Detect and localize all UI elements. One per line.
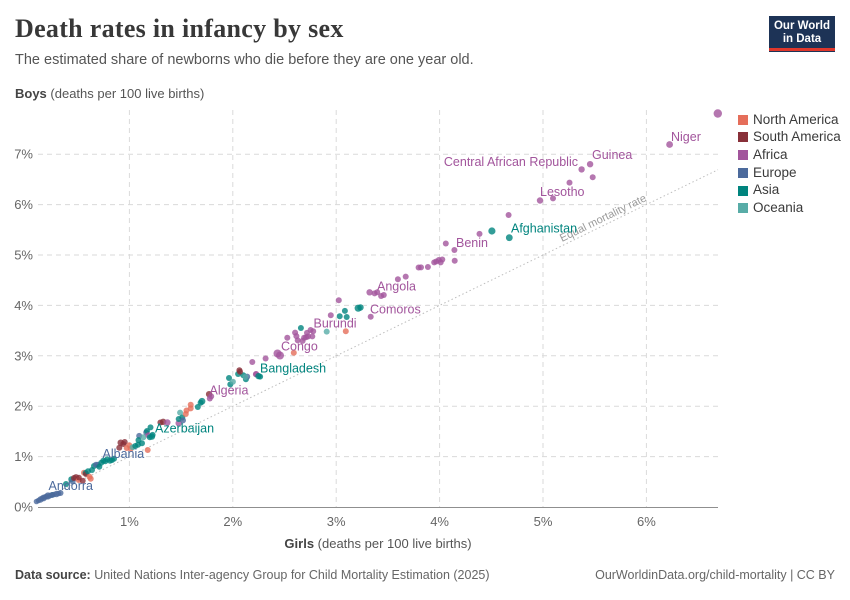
svg-text:1%: 1% (14, 449, 33, 464)
svg-text:4%: 4% (430, 514, 449, 529)
svg-text:6%: 6% (637, 514, 656, 529)
svg-text:6%: 6% (14, 197, 33, 212)
svg-text:Benin: Benin (456, 236, 488, 250)
svg-text:Azerbaijan: Azerbaijan (155, 422, 214, 436)
svg-text:5%: 5% (14, 248, 33, 263)
svg-text:Congo: Congo (281, 340, 318, 354)
svg-text:Lesotho: Lesotho (540, 185, 585, 199)
svg-text:Guinea: Guinea (592, 148, 632, 162)
svg-text:Central African Republic: Central African Republic (444, 155, 578, 169)
svg-text:Equal mortality rate: Equal mortality rate (558, 192, 648, 244)
svg-text:Andorra: Andorra (49, 479, 94, 493)
svg-text:7%: 7% (14, 147, 33, 162)
svg-text:Afghanistan: Afghanistan (511, 222, 577, 236)
svg-text:0%: 0% (14, 500, 33, 515)
svg-text:Algeria: Algeria (210, 384, 249, 398)
svg-text:5%: 5% (534, 514, 553, 529)
svg-text:Comoros: Comoros (370, 303, 421, 317)
svg-text:Angola: Angola (377, 280, 416, 294)
svg-text:1%: 1% (120, 514, 139, 529)
svg-text:Burundi: Burundi (314, 317, 357, 331)
svg-text:3%: 3% (327, 514, 346, 529)
svg-text:2%: 2% (14, 399, 33, 414)
svg-text:Albania: Albania (103, 447, 145, 461)
svg-text:Bangladesh: Bangladesh (260, 362, 326, 376)
svg-text:4%: 4% (14, 298, 33, 313)
svg-text:Niger: Niger (671, 130, 701, 144)
svg-text:3%: 3% (14, 348, 33, 363)
svg-text:2%: 2% (223, 514, 242, 529)
svg-text:Girls (deaths per 100 live bir: Girls (deaths per 100 live births) (284, 536, 471, 551)
